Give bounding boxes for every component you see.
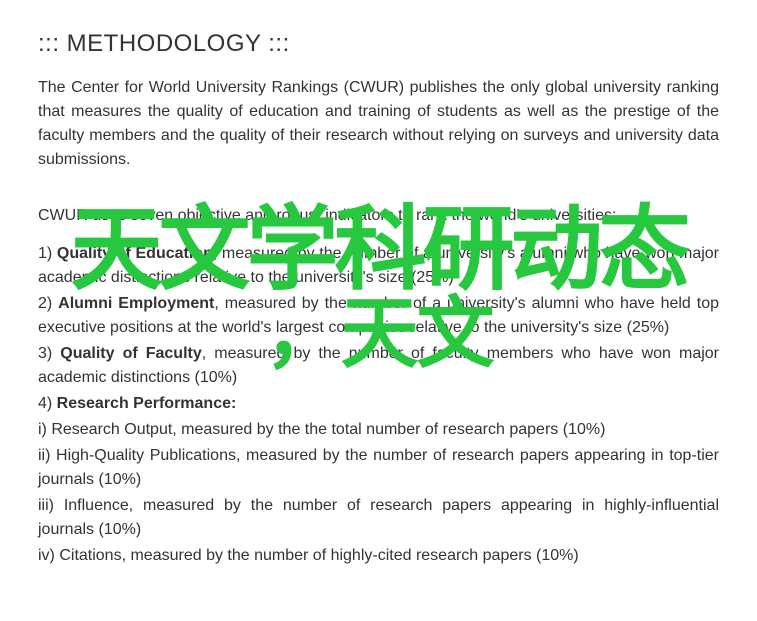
indicator-item: 4) Research Performance: <box>38 392 719 416</box>
indicator-num: 2) <box>38 295 58 312</box>
indicator-item: 3) Quality of Faculty, measured by the n… <box>38 342 719 390</box>
intro-paragraph: The Center for World University Rankings… <box>38 76 719 172</box>
indicator-item: 1) Quality of Education, measured by the… <box>38 242 719 290</box>
indicator-num: 3) <box>38 345 60 362</box>
indicator-title: Alumni Employment <box>58 295 214 312</box>
indicator-title: Quality of Education <box>57 245 213 262</box>
indicator-num: 4) <box>38 395 57 412</box>
indicator-list: 1) Quality of Education, measured by the… <box>38 242 719 568</box>
page-title: ::: METHODOLOGY ::: <box>38 30 719 58</box>
sub-item: iv) Citations, measured by the number of… <box>38 544 719 568</box>
indicator-title: Research Performance: <box>57 395 237 412</box>
indicator-item: 2) Alumni Employment, measured by the nu… <box>38 292 719 340</box>
methodology-document: ::: METHODOLOGY ::: The Center for World… <box>0 0 757 590</box>
sub-item: i) Research Output, measured by the the … <box>38 418 719 442</box>
indicator-num: 1) <box>38 245 57 262</box>
indicators-subheading: CWUR uses seven objective and robust ind… <box>38 204 719 228</box>
indicator-title: Quality of Faculty <box>60 345 201 362</box>
sub-item: ii) High-Quality Publications, measured … <box>38 444 719 492</box>
sub-item: iii) Influence, measured by the number o… <box>38 494 719 542</box>
